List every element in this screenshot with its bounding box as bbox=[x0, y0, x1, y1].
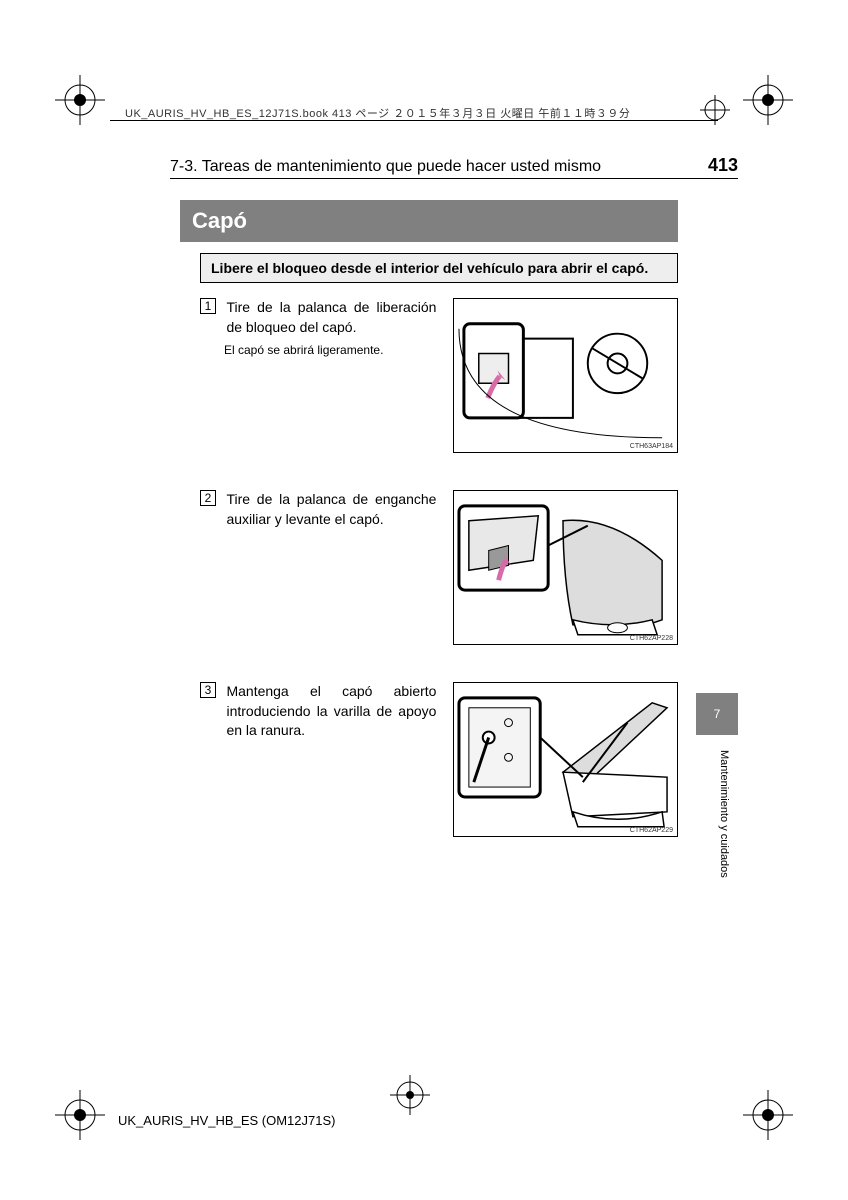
step-2-diagram: CTH62AP228 bbox=[453, 490, 678, 645]
reg-mark-icon bbox=[700, 95, 730, 130]
diagram-3-id: CTH62AP229 bbox=[630, 827, 673, 834]
step-2-text: Tire de la palanca de enganche auxiliar … bbox=[226, 490, 436, 529]
crop-mark-tr bbox=[743, 75, 793, 125]
step-1-diagram: CTH63AP184 bbox=[453, 298, 678, 453]
page-header: 7-3. Tareas de mantenimiento que puede h… bbox=[170, 155, 738, 176]
step-1-note: El capó se abrirá ligeramente. bbox=[224, 343, 434, 357]
instruction-text: Libere el bloqueo desde el interior del … bbox=[200, 253, 678, 283]
chapter-label: Mantenimiento y cuidados bbox=[718, 750, 730, 878]
header-rule bbox=[170, 178, 738, 179]
crop-mark-tl bbox=[55, 75, 105, 125]
diagram-2-id: CTH62AP228 bbox=[630, 635, 673, 642]
reg-mark-bottom-icon bbox=[390, 1075, 430, 1120]
footer-code: UK_AURIS_HV_HB_ES (OM12J71S) bbox=[118, 1113, 335, 1128]
diagram-1-id: CTH63AP184 bbox=[630, 443, 673, 450]
step-1-text: Tire de la palanca de liberación de bloq… bbox=[226, 298, 436, 337]
chapter-tab: 7 bbox=[696, 693, 738, 735]
step-3-num: 3 bbox=[200, 682, 216, 698]
page-number: 413 bbox=[708, 155, 738, 176]
crop-mark-br bbox=[743, 1090, 793, 1140]
step-3-diagram: CTH62AP229 bbox=[453, 682, 678, 837]
chapter-number: 7 bbox=[714, 707, 721, 721]
step-2-num: 2 bbox=[200, 490, 216, 506]
file-meta-text: UK_AURIS_HV_HB_ES_12J71S.book 413 ページ ２０… bbox=[125, 105, 630, 121]
step-3-text: Mantenga el capó abierto introduciendo l… bbox=[226, 682, 436, 741]
page-title: Capó bbox=[180, 200, 678, 242]
step-1-num: 1 bbox=[200, 298, 216, 314]
crop-mark-bl bbox=[55, 1090, 105, 1140]
section-label: 7-3. Tareas de mantenimiento que puede h… bbox=[170, 158, 601, 176]
